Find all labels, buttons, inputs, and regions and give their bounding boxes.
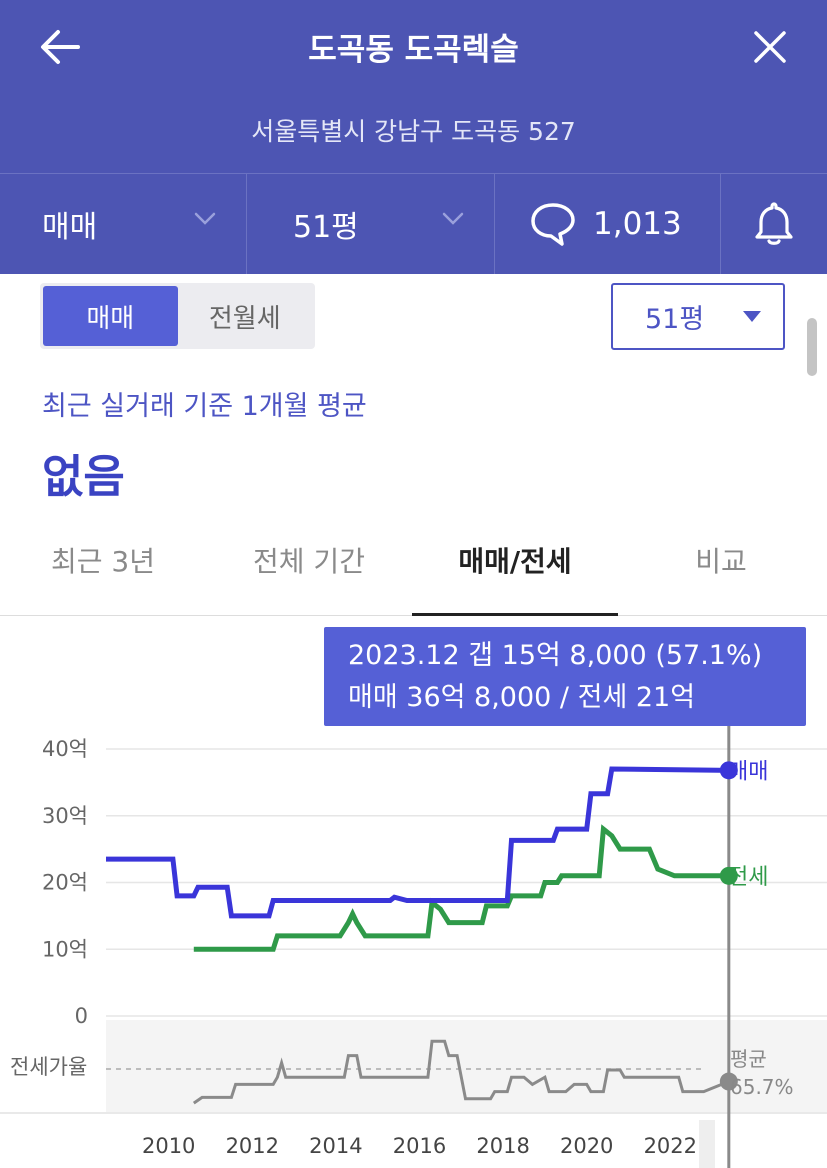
size-dropdown[interactable]: 51평 <box>247 174 495 274</box>
tooltip-line-gap: 2023.12 갭 15억 8,000 (57.1%) <box>348 640 763 671</box>
jeonse-series-label: 전세 <box>728 865 768 890</box>
x-tick-label: 2022 <box>644 1134 697 1158</box>
app-header: 도곡동 도곡렉슬 서울특별시 강남구 도곡동 527 매매 51평 1,013 <box>0 0 827 274</box>
size-select[interactable]: 51평 <box>611 283 785 350</box>
y-tick-label: 10억 <box>42 937 88 961</box>
y-tick-label: 30억 <box>42 804 88 828</box>
speech-bubble-icon <box>531 203 575 246</box>
price-chart[interactable]: 40억 30억 20억 10억 0 2010 2012 2014 2016 2018 2020 20… <box>0 616 827 1168</box>
average-value: 없음 <box>42 450 125 503</box>
back-arrow-icon <box>41 30 80 64</box>
x-tick-label: 2010 <box>142 1134 195 1158</box>
jeonse-price-line <box>193 824 729 952</box>
x-tick-label: 2018 <box>476 1134 529 1158</box>
size-select-value: 51평 <box>645 304 705 335</box>
x-tick-label: 2020 <box>560 1134 613 1158</box>
chevron-down-icon <box>194 212 216 225</box>
header-toolbar: 매매 51평 1,013 <box>0 173 827 274</box>
period-tabs: 최근 3년 전체 기간 매매/전세 비교 <box>0 524 827 616</box>
jeonse-ratio-line <box>192 1039 730 1105</box>
average-label: 최근 실거래 기준 1개월 평균 <box>42 391 367 422</box>
y-tick-label: 40억 <box>42 737 88 761</box>
bell-icon <box>755 202 793 245</box>
tooltip-line-prices: 매매 36억 8,000 / 전세 21억 <box>348 682 696 713</box>
tab-compare[interactable]: 비교 <box>695 544 747 578</box>
close-icon <box>754 31 786 63</box>
tab-recent-3y[interactable]: 최근 3년 <box>51 544 155 578</box>
address-text: 서울특별시 강남구 도곡동 527 <box>251 117 576 146</box>
trade-type-dropdown[interactable]: 매매 <box>0 174 247 274</box>
trade-toggle: 매매 전월세 <box>40 283 315 349</box>
back-button[interactable] <box>30 22 90 72</box>
x-tick-label: 2016 <box>393 1134 446 1158</box>
toggle-sale[interactable]: 매매 <box>43 286 178 346</box>
average-ratio-value: 65.7% <box>730 1075 794 1099</box>
marker-column-bg <box>699 1120 715 1168</box>
sale-series-label: 매매 <box>728 759 768 784</box>
toggle-rent[interactable]: 전월세 <box>208 303 281 334</box>
y-tick-label: 20억 <box>42 871 88 895</box>
sale-marker-point[interactable] <box>719 761 738 780</box>
jeonse-marker-point[interactable] <box>719 866 738 885</box>
sale-price-line <box>106 766 729 919</box>
size-value: 51평 <box>293 210 359 245</box>
tab-all-period[interactable]: 전체 기간 <box>253 544 365 578</box>
average-label: 평균 <box>730 1047 767 1071</box>
close-button[interactable] <box>742 22 798 72</box>
scrollbar[interactable] <box>807 318 817 376</box>
ratio-label: 전세가율 <box>10 1055 87 1079</box>
caret-down-icon <box>743 311 761 322</box>
y-tick-label: 0 <box>75 1004 88 1028</box>
comment-count: 1,013 <box>593 206 682 242</box>
chevron-down-icon <box>442 212 464 225</box>
x-tick-label: 2014 <box>309 1134 362 1158</box>
comments-button[interactable]: 1,013 <box>495 174 721 274</box>
x-tick-label: 2012 <box>226 1134 279 1158</box>
ratio-marker-point[interactable] <box>719 1072 738 1091</box>
chart-tooltip: 2023.12 갭 15억 8,000 (57.1%) 매매 36억 8,000… <box>324 627 806 726</box>
page-title: 도곡동 도곡렉슬 <box>308 32 519 68</box>
notification-button[interactable] <box>721 174 827 274</box>
trade-type-value: 매매 <box>42 210 98 245</box>
tab-sale-jeonse[interactable]: 매매/전세 <box>412 524 618 616</box>
